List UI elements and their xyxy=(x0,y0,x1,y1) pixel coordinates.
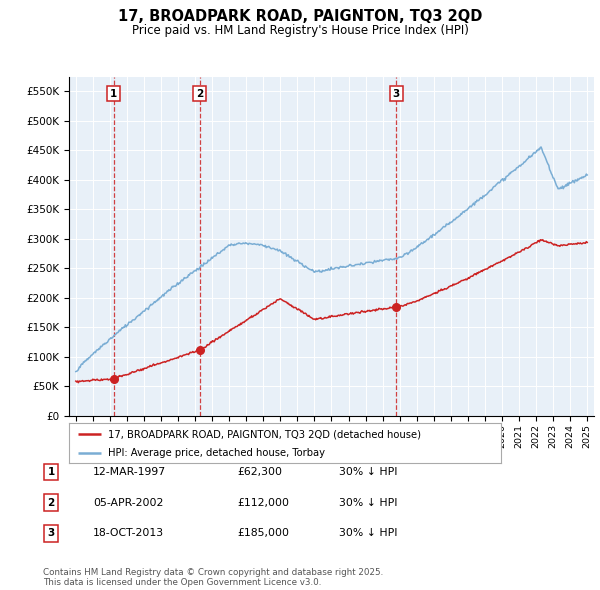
Text: 12-MAR-1997: 12-MAR-1997 xyxy=(93,467,166,477)
Text: £112,000: £112,000 xyxy=(237,498,289,507)
Text: HPI: Average price, detached house, Torbay: HPI: Average price, detached house, Torb… xyxy=(108,448,325,458)
Text: £62,300: £62,300 xyxy=(237,467,282,477)
Text: £185,000: £185,000 xyxy=(237,529,289,538)
Text: 1: 1 xyxy=(47,467,55,477)
Text: Contains HM Land Registry data © Crown copyright and database right 2025.
This d: Contains HM Land Registry data © Crown c… xyxy=(43,568,383,587)
Text: 2: 2 xyxy=(47,498,55,507)
Text: Price paid vs. HM Land Registry's House Price Index (HPI): Price paid vs. HM Land Registry's House … xyxy=(131,24,469,37)
Text: 17, BROADPARK ROAD, PAIGNTON, TQ3 2QD: 17, BROADPARK ROAD, PAIGNTON, TQ3 2QD xyxy=(118,9,482,24)
Text: 30% ↓ HPI: 30% ↓ HPI xyxy=(339,467,397,477)
Text: 3: 3 xyxy=(392,88,400,99)
Text: 30% ↓ HPI: 30% ↓ HPI xyxy=(339,498,397,507)
Text: 17, BROADPARK ROAD, PAIGNTON, TQ3 2QD (detached house): 17, BROADPARK ROAD, PAIGNTON, TQ3 2QD (d… xyxy=(108,430,421,440)
Text: 3: 3 xyxy=(47,529,55,538)
Text: 18-OCT-2013: 18-OCT-2013 xyxy=(93,529,164,538)
Text: 2: 2 xyxy=(196,88,203,99)
Text: 05-APR-2002: 05-APR-2002 xyxy=(93,498,163,507)
Text: 1: 1 xyxy=(110,88,117,99)
Text: 30% ↓ HPI: 30% ↓ HPI xyxy=(339,529,397,538)
